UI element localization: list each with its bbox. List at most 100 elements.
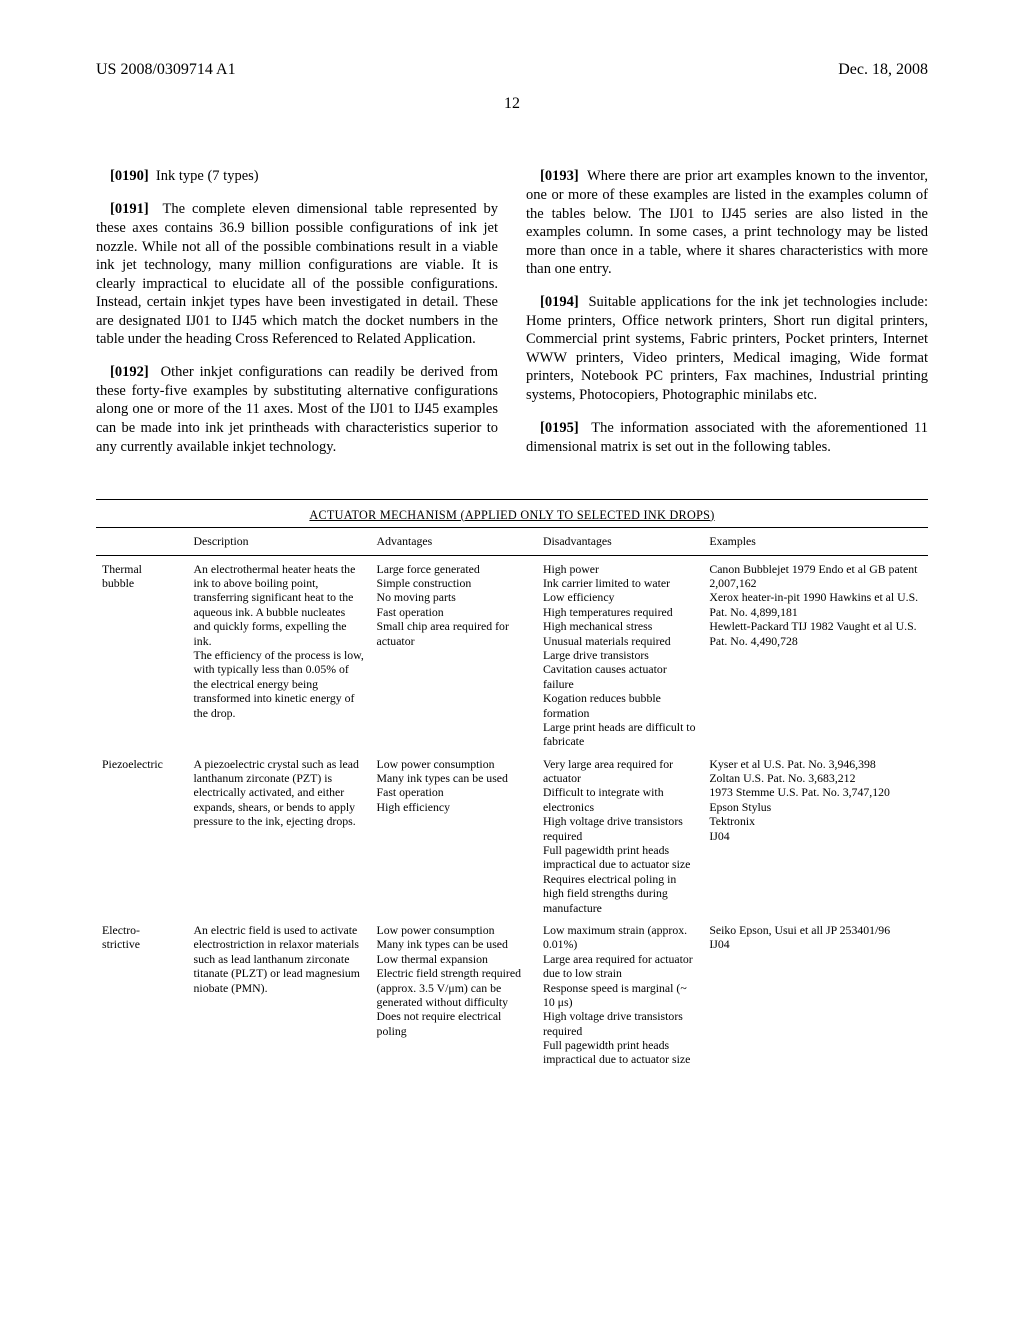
- paragraph: [0194] Suitable applications for the ink…: [526, 293, 928, 404]
- cell-advantages: Low power consumptionMany ink types can …: [371, 751, 537, 917]
- cell-line: High power: [543, 562, 697, 576]
- cell-line: High voltage drive transistors required: [543, 814, 697, 843]
- para-text: Ink type (7 types): [156, 168, 259, 184]
- cell-description: An electrothermal heater heats the ink t…: [188, 555, 371, 751]
- table-body: ThermalbubbleAn electrothermal heater he…: [96, 555, 928, 1069]
- cell-line: Epson Stylus: [709, 800, 922, 814]
- left-column: [0190] Ink type (7 types) [0191] The com…: [96, 153, 498, 471]
- cell-description: An electric field is used to activate el…: [188, 917, 371, 1069]
- cell-line: Ink carrier limited to water: [543, 576, 697, 590]
- cell-line: Large drive transistors: [543, 648, 697, 662]
- para-num: [0192]: [110, 364, 149, 380]
- cell-line: Kyser et al U.S. Pat. No. 3,946,398: [709, 757, 922, 771]
- cell-line: An electric field is used to activate el…: [194, 923, 365, 995]
- col-disadvantages: Disadvantages: [537, 528, 703, 555]
- para-text: The complete eleven dimensional table re…: [96, 201, 498, 347]
- cell-line: Low thermal expansion: [377, 952, 531, 966]
- cell-disadvantages: Very large area required for actuatorDif…: [537, 751, 703, 917]
- cell-line: Low power consumption: [377, 923, 531, 937]
- cell-line: Full pagewidth print heads impractical d…: [543, 1038, 697, 1067]
- cell-line: Hewlett-Packard TIJ 1982 Vaught et al U.…: [709, 619, 922, 648]
- cell-line: Full pagewidth print heads impractical d…: [543, 843, 697, 872]
- cell-line: High voltage drive transistors required: [543, 1009, 697, 1038]
- publication-date: Dec. 18, 2008: [838, 60, 928, 80]
- cell-line: Large print heads are difficult to fabri…: [543, 720, 697, 749]
- paragraph: [0190] Ink type (7 types): [96, 167, 498, 186]
- table-row: Electro-strictiveAn electric field is us…: [96, 917, 928, 1069]
- cell-line: Cavitation causes actuator failure: [543, 662, 697, 691]
- row-name: Thermalbubble: [96, 555, 188, 751]
- para-num: [0190]: [110, 168, 149, 184]
- cell-line: Low power consumption: [377, 757, 531, 771]
- publication-number: US 2008/0309714 A1: [96, 60, 236, 80]
- cell-line: Low maximum strain (approx. 0.01%): [543, 923, 697, 952]
- row-name: Piezoelectric: [96, 751, 188, 917]
- col-advantages: Advantages: [371, 528, 537, 555]
- cell-line: Does not require electrical poling: [377, 1009, 531, 1038]
- cell-line: Difficult to integrate with electronics: [543, 785, 697, 814]
- cell-examples: Canon Bubblejet 1979 Endo et al GB paten…: [703, 555, 928, 751]
- cell-line: Seiko Epson, Usui et all JP 253401/96: [709, 923, 922, 937]
- para-text: Where there are prior art examples known…: [526, 168, 928, 277]
- paragraph: [0192] Other inkjet configurations can r…: [96, 363, 498, 456]
- cell-line: An electrothermal heater heats the ink t…: [194, 562, 365, 648]
- cell-disadvantages: High powerInk carrier limited to waterLo…: [537, 555, 703, 751]
- paragraph: [0191] The complete eleven dimensional t…: [96, 200, 498, 348]
- para-num: [0193]: [540, 168, 579, 184]
- cell-line: Many ink types can be used: [377, 771, 531, 785]
- cell-line: Zoltan U.S. Pat. No. 3,683,212: [709, 771, 922, 785]
- cell-line: Many ink types can be used: [377, 937, 531, 951]
- cell-line: IJ04: [709, 829, 922, 843]
- cell-line: High mechanical stress: [543, 619, 697, 633]
- cell-line: Xerox heater-in-pit 1990 Hawkins et al U…: [709, 590, 922, 619]
- cell-advantages: Large force generatedSimple construction…: [371, 555, 537, 751]
- para-num: [0191]: [110, 201, 149, 217]
- cell-line: Fast operation: [377, 785, 531, 799]
- page-header: US 2008/0309714 A1 Dec. 18, 2008: [96, 60, 928, 80]
- cell-line: Small chip area required for actuator: [377, 619, 531, 648]
- cell-examples: Kyser et al U.S. Pat. No. 3,946,398Zolta…: [703, 751, 928, 917]
- cell-examples: Seiko Epson, Usui et all JP 253401/96IJ0…: [703, 917, 928, 1069]
- body-columns: [0190] Ink type (7 types) [0191] The com…: [96, 153, 928, 471]
- actuator-table: Description Advantages Disadvantages Exa…: [96, 527, 928, 1069]
- cell-line: Requires electrical poling in high field…: [543, 872, 697, 915]
- para-text: Other inkjet configurations can readily …: [96, 364, 498, 454]
- col-description: Description: [188, 528, 371, 555]
- header-row: Description Advantages Disadvantages Exa…: [96, 528, 928, 555]
- right-column: [0193] Where there are prior art example…: [526, 153, 928, 471]
- cell-line: The efficiency of the process is low, wi…: [194, 648, 365, 720]
- para-text: Suitable applications for the ink jet te…: [526, 294, 928, 403]
- cell-line: Unusual materials required: [543, 634, 697, 648]
- cell-line: A piezoelectric crystal such as lead lan…: [194, 757, 365, 829]
- table-row: ThermalbubbleAn electrothermal heater he…: [96, 555, 928, 751]
- para-num: [0195]: [540, 420, 579, 436]
- row-name: Electro-strictive: [96, 917, 188, 1069]
- cell-line: Fast operation: [377, 605, 531, 619]
- table-title: ACTUATOR MECHANISM (APPLIED ONLY TO SELE…: [96, 502, 928, 528]
- cell-line: Low efficiency: [543, 590, 697, 604]
- cell-line: Response speed is marginal (~ 10 μs): [543, 981, 697, 1010]
- col-blank: [96, 528, 188, 555]
- cell-line: Large area required for actuator due to …: [543, 952, 697, 981]
- col-examples: Examples: [703, 528, 928, 555]
- paragraph: [0195] The information associated with t…: [526, 419, 928, 456]
- para-text: The information associated with the afor…: [526, 420, 928, 455]
- cell-line: High efficiency: [377, 800, 531, 814]
- cell-line: Very large area required for actuator: [543, 757, 697, 786]
- cell-advantages: Low power consumptionMany ink types can …: [371, 917, 537, 1069]
- cell-line: Simple construction: [377, 576, 531, 590]
- cell-line: No moving parts: [377, 590, 531, 604]
- cell-line: IJ04: [709, 937, 922, 951]
- cell-line: Canon Bubblejet 1979 Endo et al GB paten…: [709, 562, 922, 591]
- cell-line: Kogation reduces bubble formation: [543, 691, 697, 720]
- table-row: PiezoelectricA piezoelectric crystal suc…: [96, 751, 928, 917]
- cell-description: A piezoelectric crystal such as lead lan…: [188, 751, 371, 917]
- cell-line: High temperatures required: [543, 605, 697, 619]
- paragraph: [0193] Where there are prior art example…: [526, 167, 928, 278]
- actuator-table-wrap: ACTUATOR MECHANISM (APPLIED ONLY TO SELE…: [96, 499, 928, 1069]
- cell-line: 1973 Stemme U.S. Pat. No. 3,747,120: [709, 785, 922, 799]
- cell-line: Large force generated: [377, 562, 531, 576]
- cell-disadvantages: Low maximum strain (approx. 0.01%)Large …: [537, 917, 703, 1069]
- para-num: [0194]: [540, 294, 579, 310]
- table-head: Description Advantages Disadvantages Exa…: [96, 528, 928, 555]
